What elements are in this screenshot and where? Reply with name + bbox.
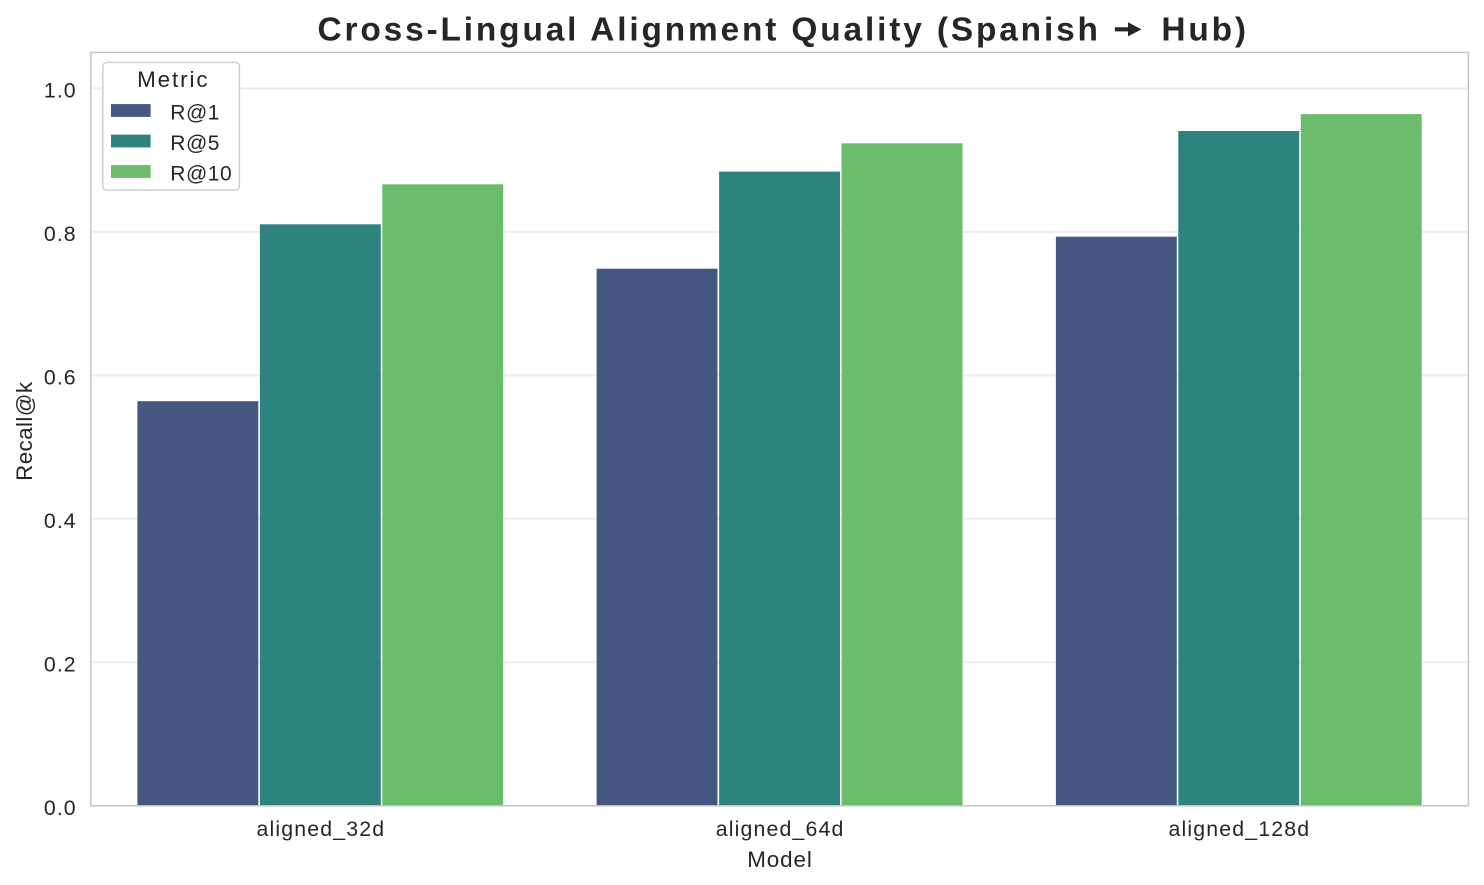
- svg-text:0.8: 0.8: [44, 222, 77, 246]
- svg-text:Model: Model: [747, 847, 812, 872]
- svg-text:0.2: 0.2: [44, 653, 77, 677]
- svg-text:R@1: R@1: [170, 101, 220, 124]
- svg-text:R@5: R@5: [170, 132, 220, 155]
- svg-text:0.0: 0.0: [44, 796, 77, 820]
- svg-text:Recall@k: Recall@k: [12, 381, 37, 481]
- svg-text:aligned_32d: aligned_32d: [257, 817, 386, 841]
- svg-text:1.0: 1.0: [44, 79, 77, 103]
- svg-text:R@10: R@10: [170, 162, 232, 185]
- svg-text:Metric: Metric: [137, 67, 209, 92]
- svg-text:aligned_64d: aligned_64d: [716, 817, 845, 841]
- svg-text:0.4: 0.4: [44, 509, 77, 533]
- svg-text:0.6: 0.6: [44, 366, 77, 390]
- svg-text:Cross-Lingual Alignment Qualit: Cross-Lingual Alignment Quality (Spanish…: [318, 12, 1249, 49]
- svg-text:aligned_128d: aligned_128d: [1169, 817, 1311, 841]
